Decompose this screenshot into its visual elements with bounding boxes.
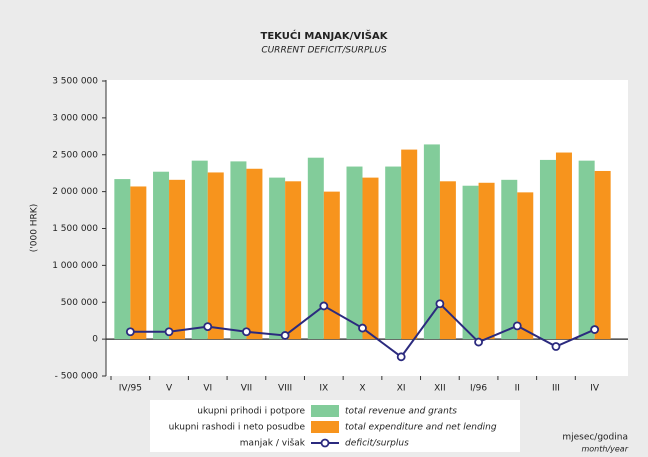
bar bbox=[555, 152, 572, 340]
x-tick-label: IV/95 bbox=[119, 384, 142, 394]
bar bbox=[323, 191, 340, 340]
bar bbox=[439, 181, 456, 340]
line-point bbox=[435, 299, 445, 309]
y-tick-label: 2 500 000 bbox=[52, 150, 98, 160]
bar bbox=[153, 171, 170, 340]
x-axis-label: mjesec/godina bbox=[562, 433, 628, 443]
legend-label-en: total revenue and grants bbox=[345, 407, 457, 417]
x-tick-label: V bbox=[166, 384, 173, 394]
y-tick-label: 3 500 000 bbox=[52, 77, 98, 87]
line-point bbox=[512, 321, 522, 331]
x-tick-label: VII bbox=[241, 384, 252, 394]
bar bbox=[191, 160, 208, 340]
y-tick-label: 1 500 000 bbox=[52, 224, 98, 234]
bar bbox=[207, 172, 224, 340]
chart-subtitle: CURRENT DEFICIT/SURPLUS bbox=[261, 46, 387, 56]
bar bbox=[246, 168, 263, 340]
line-point bbox=[590, 325, 600, 334]
legend-label: ukupni prihodi i potpore bbox=[197, 407, 305, 417]
line-point bbox=[319, 301, 329, 311]
legend-swatch bbox=[311, 421, 339, 433]
bar bbox=[517, 192, 534, 340]
y-tick-label: 2 000 000 bbox=[52, 187, 98, 197]
y-tick-label: 0 bbox=[92, 335, 98, 345]
line-point bbox=[396, 352, 406, 362]
line-point bbox=[125, 327, 135, 337]
line-point bbox=[551, 342, 561, 351]
bar bbox=[539, 159, 556, 340]
x-tick-label: III bbox=[552, 384, 560, 394]
legend-label-en: deficit/surplus bbox=[345, 439, 409, 449]
bar bbox=[307, 157, 324, 340]
x-tick-label: VI bbox=[203, 384, 212, 394]
x-tick-label: X bbox=[359, 384, 365, 394]
bar bbox=[423, 144, 440, 340]
y-tick-label: 3 000 000 bbox=[52, 113, 98, 123]
legend-label: manjak / višak bbox=[240, 438, 306, 449]
x-tick-label: IX bbox=[319, 384, 328, 394]
bar bbox=[285, 181, 302, 340]
legend-label: ukupni rashodi i neto posudbe bbox=[169, 423, 306, 433]
chart-title: TEKUĆI MANJAK/VIŠAK bbox=[261, 29, 389, 42]
x-tick-label: I/96 bbox=[470, 384, 487, 394]
y-tick-label: 500 000 bbox=[61, 298, 98, 308]
line-point bbox=[474, 337, 483, 347]
bar bbox=[594, 170, 611, 340]
legend-marker bbox=[320, 438, 330, 448]
legend-label-en: total expenditure and net lending bbox=[345, 423, 497, 433]
bar bbox=[501, 179, 518, 340]
y-axis-label: ('000 HRK) bbox=[30, 204, 40, 252]
line-point bbox=[164, 327, 174, 337]
bar bbox=[478, 182, 495, 340]
bar bbox=[462, 185, 479, 340]
legend-swatch bbox=[311, 405, 339, 417]
bar bbox=[362, 177, 379, 340]
bar bbox=[578, 160, 595, 340]
line-point bbox=[358, 323, 367, 333]
line-point bbox=[280, 331, 290, 340]
x-tick-label: IV bbox=[590, 384, 600, 394]
x-tick-label: II bbox=[515, 384, 520, 394]
x-tick-label: VIII bbox=[278, 384, 292, 394]
bar bbox=[130, 186, 147, 340]
x-tick-label: XI bbox=[397, 384, 406, 394]
bar bbox=[269, 177, 286, 340]
y-tick-label: 1 000 000 bbox=[52, 261, 98, 271]
x-axis-label-en: month/year bbox=[581, 445, 628, 454]
bar bbox=[385, 166, 402, 340]
y-tick-label: - 500 000 bbox=[55, 372, 99, 382]
line-point bbox=[203, 322, 213, 331]
x-tick-label: XII bbox=[434, 384, 445, 394]
bar bbox=[114, 179, 131, 340]
bar bbox=[401, 149, 418, 340]
bar bbox=[346, 166, 363, 340]
bar bbox=[230, 161, 247, 340]
line-point bbox=[242, 327, 251, 337]
bar bbox=[169, 179, 186, 340]
